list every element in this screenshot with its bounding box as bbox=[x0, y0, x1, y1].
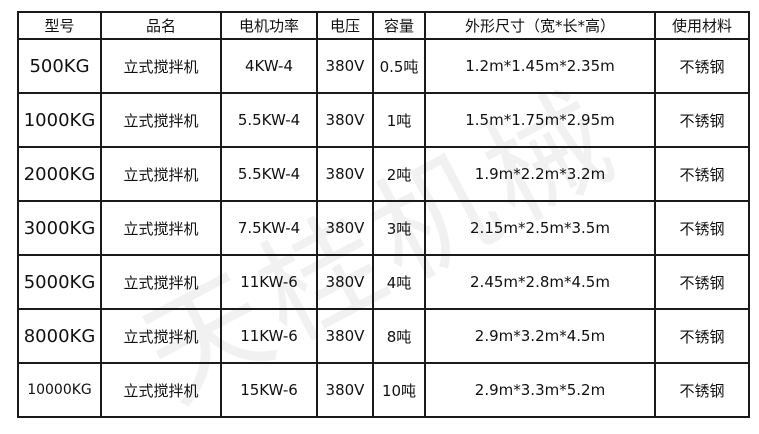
cell-model: 10000KG bbox=[17, 362, 102, 418]
cell-product-name: 立式搅拌机 bbox=[100, 146, 222, 202]
table-row: 1000KG 立式搅拌机 5.5KW-4 380V 1吨 1.5m*1.75m*2.95m… bbox=[17, 92, 750, 148]
header-capacity: 容量 bbox=[372, 11, 426, 40]
cell-motor-power: 7.5KW-4 bbox=[220, 200, 318, 256]
cell-capacity: 4吨 bbox=[372, 254, 426, 310]
header-voltage: 电压 bbox=[316, 11, 374, 40]
cell-voltage: 380V bbox=[316, 146, 374, 202]
cell-dimensions: 1.2m*1.45m*2.35m bbox=[424, 38, 656, 94]
cell-model: 8000KG bbox=[17, 308, 102, 364]
header-dimensions: 外形尺寸（宽*长*高） bbox=[424, 11, 656, 40]
cell-capacity: 8吨 bbox=[372, 308, 426, 364]
cell-material: 不锈钢 bbox=[654, 362, 750, 418]
header-material: 使用材料 bbox=[654, 11, 750, 40]
table-row: 5000KG 立式搅拌机 11KW-6 380V 4吨 2.45m*2.8m*4.5m 不锈… bbox=[17, 254, 750, 310]
cell-motor-power: 11KW-6 bbox=[220, 254, 318, 310]
cell-model: 3000KG bbox=[17, 200, 102, 256]
spec-table: 型号 品名 电机功率 电压 容量 外形尺寸（宽*长*高） 使用材料 500KG 立式搅拌机 4K… bbox=[17, 11, 750, 418]
cell-product-name: 立式搅拌机 bbox=[100, 308, 222, 364]
cell-dimensions: 2.9m*3.3m*5.2m bbox=[424, 362, 656, 418]
table-row: 2000KG 立式搅拌机 5.5KW-4 380V 2吨 1.9m*2.2m*3.2m 不锈… bbox=[17, 146, 750, 202]
cell-model: 2000KG bbox=[17, 146, 102, 202]
table-row: 3000KG 立式搅拌机 7.5KW-4 380V 3吨 2.15m*2.5m*3.5m 不… bbox=[17, 200, 750, 256]
cell-motor-power: 11KW-6 bbox=[220, 308, 318, 364]
header-product-name: 品名 bbox=[100, 11, 222, 40]
cell-dimensions: 2.15m*2.5m*3.5m bbox=[424, 200, 656, 256]
cell-voltage: 380V bbox=[316, 200, 374, 256]
cell-model: 500KG bbox=[17, 38, 102, 94]
cell-material: 不锈钢 bbox=[654, 38, 750, 94]
cell-product-name: 立式搅拌机 bbox=[100, 92, 222, 148]
header-model: 型号 bbox=[17, 11, 102, 40]
cell-motor-power: 4KW-4 bbox=[220, 38, 318, 94]
cell-material: 不锈钢 bbox=[654, 254, 750, 310]
cell-dimensions: 2.9m*3.2m*4.5m bbox=[424, 308, 656, 364]
cell-product-name: 立式搅拌机 bbox=[100, 38, 222, 94]
cell-product-name: 立式搅拌机 bbox=[100, 254, 222, 310]
cell-product-name: 立式搅拌机 bbox=[100, 200, 222, 256]
cell-capacity: 2吨 bbox=[372, 146, 426, 202]
header-motor-power: 电机功率 bbox=[220, 11, 318, 40]
table-row: 10000KG 立式搅拌机 15KW-6 380V 10吨 2.9m*3.3m*5.2m 不… bbox=[17, 362, 750, 418]
cell-dimensions: 1.9m*2.2m*3.2m bbox=[424, 146, 656, 202]
cell-voltage: 380V bbox=[316, 92, 374, 148]
cell-voltage: 380V bbox=[316, 254, 374, 310]
cell-material: 不锈钢 bbox=[654, 92, 750, 148]
cell-motor-power: 5.5KW-4 bbox=[220, 146, 318, 202]
cell-model: 1000KG bbox=[17, 92, 102, 148]
cell-voltage: 380V bbox=[316, 362, 374, 418]
cell-dimensions: 1.5m*1.75m*2.95m bbox=[424, 92, 656, 148]
cell-dimensions: 2.45m*2.8m*4.5m bbox=[424, 254, 656, 310]
cell-material: 不锈钢 bbox=[654, 146, 750, 202]
cell-voltage: 380V bbox=[316, 308, 374, 364]
table-row: 500KG 立式搅拌机 4KW-4 380V 0.5吨 1.2m*1.45m*2.35m 不… bbox=[17, 38, 750, 94]
cell-capacity: 1吨 bbox=[372, 92, 426, 148]
cell-model: 5000KG bbox=[17, 254, 102, 310]
cell-capacity: 0.5吨 bbox=[372, 38, 426, 94]
cell-motor-power: 5.5KW-4 bbox=[220, 92, 318, 148]
cell-material: 不锈钢 bbox=[654, 200, 750, 256]
cell-capacity: 3吨 bbox=[372, 200, 426, 256]
cell-product-name: 立式搅拌机 bbox=[100, 362, 222, 418]
cell-voltage: 380V bbox=[316, 38, 374, 94]
table-row: 8000KG 立式搅拌机 11KW-6 380V 8吨 2.9m*3.2m*4.5m 不锈钢 bbox=[17, 308, 750, 364]
cell-motor-power: 15KW-6 bbox=[220, 362, 318, 418]
cell-material: 不锈钢 bbox=[654, 308, 750, 364]
cell-capacity: 10吨 bbox=[372, 362, 426, 418]
header-row: 型号 品名 电机功率 电压 容量 外形尺寸（宽*长*高） 使用材料 bbox=[17, 11, 750, 40]
